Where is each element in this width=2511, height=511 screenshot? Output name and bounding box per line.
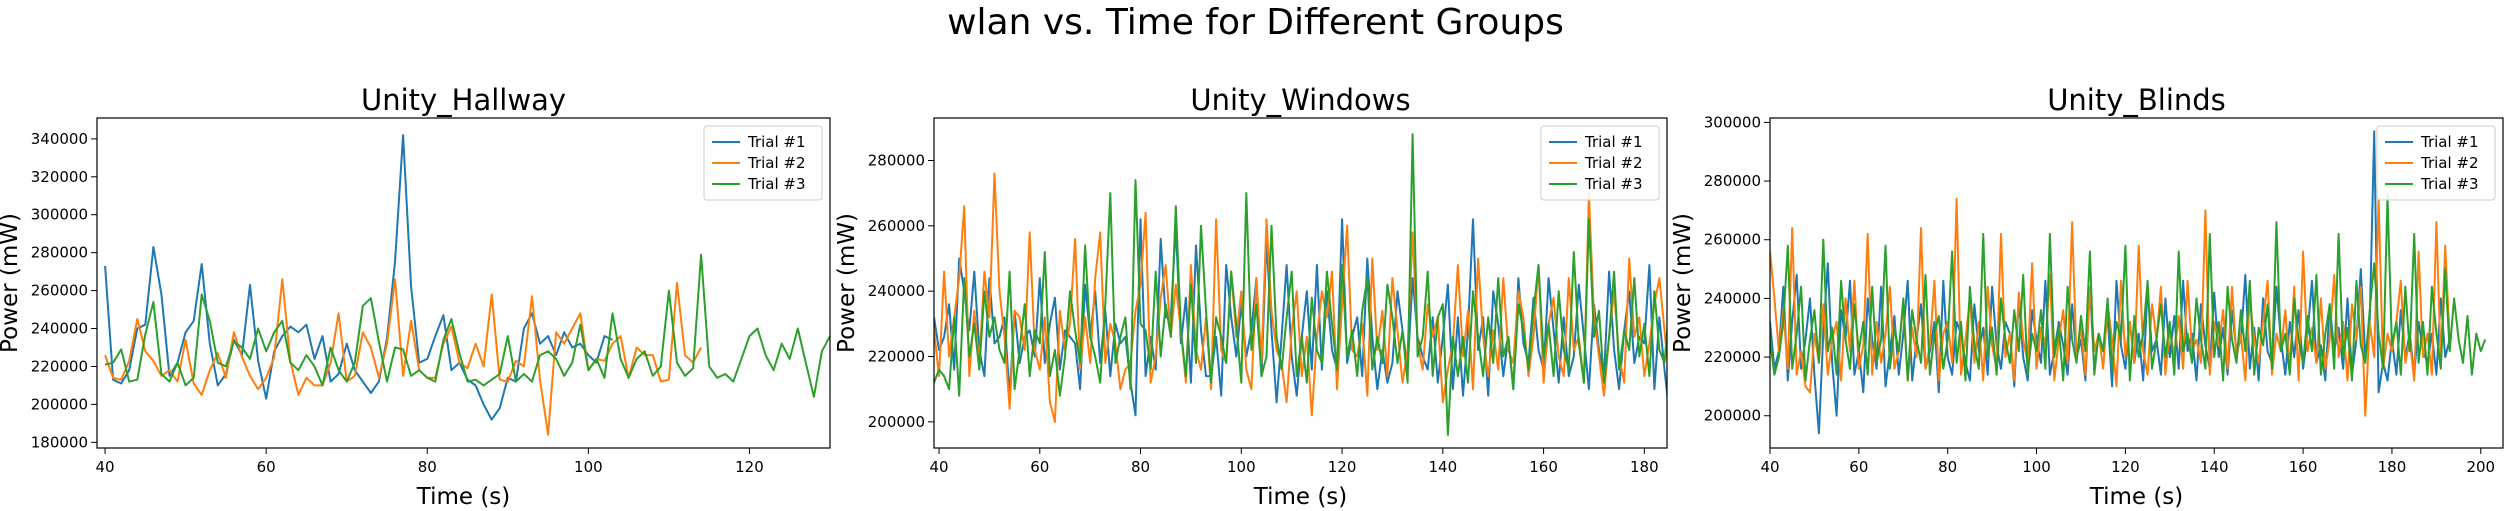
- y-tick-label: 200000: [31, 395, 88, 413]
- series-line-trial-3: [104, 253, 830, 398]
- y-tick-label: 200000: [1704, 407, 1761, 425]
- x-axis-label: Time (s): [416, 484, 511, 510]
- y-tick-label: 280000: [868, 151, 925, 169]
- y-tick-label: 260000: [868, 217, 925, 235]
- legend-label-trial-2: Trial #2: [2420, 154, 2479, 172]
- y-axis-label: Power (mW): [1670, 213, 1696, 353]
- y-tick-label: 300000: [1704, 113, 1761, 131]
- series-line-trial-3: [934, 133, 1667, 436]
- subplot-3: 40 60 80 100 120 140 160 180 200 200000 220000 2400…: [1670, 83, 2504, 510]
- legend-label-trial-1: Trial #1: [2420, 133, 2479, 151]
- x-tick-label: 180: [1630, 458, 1659, 476]
- x-tick-label: 60: [257, 458, 276, 476]
- y-tick-label: 320000: [31, 168, 88, 186]
- x-tick-label: 100: [574, 458, 603, 476]
- y-tick-label: 220000: [868, 348, 925, 366]
- series-line-trial-1: [104, 134, 613, 421]
- legend: Trial #1 Trial #2 Trial #3: [1540, 125, 1660, 201]
- legend-box: [1540, 125, 1660, 201]
- x-tick-label: 40: [1760, 458, 1779, 476]
- series-line-trial-2: [104, 278, 702, 436]
- legend: Trial #1 Trial #2 Trial #3: [703, 125, 823, 201]
- x-tick-label: 60: [1849, 458, 1868, 476]
- y-tick-label: 180000: [31, 433, 88, 451]
- x-tick-label: 100: [2022, 458, 2051, 476]
- y-tick-label: 280000: [1704, 172, 1761, 190]
- y-tick-label: 280000: [31, 244, 88, 262]
- legend-label-trial-1: Trial #1: [747, 133, 806, 151]
- x-tick-label: 200: [2466, 458, 2495, 476]
- legend-label-trial-1: Trial #1: [1584, 133, 1643, 151]
- subplot-2: 40 60 80 100 120 140 160 180 200000 220000 240000 2…: [834, 83, 1668, 510]
- legend-label-trial-2: Trial #2: [747, 154, 806, 172]
- x-tick-label: 40: [96, 458, 115, 476]
- y-tick-label: 200000: [868, 413, 925, 431]
- series-line-trial-1: [1770, 130, 2451, 435]
- y-tick-label: 220000: [31, 357, 88, 375]
- y-tick-label: 300000: [31, 206, 88, 224]
- x-tick-label: 100: [1227, 458, 1256, 476]
- axes-frame: [933, 117, 1668, 449]
- x-axis-label: Time (s): [2089, 484, 2184, 510]
- x-axis-label: Time (s): [1253, 484, 1348, 510]
- x-tick-label: 140: [1428, 458, 1457, 476]
- x-tick-label: 80: [418, 458, 437, 476]
- x-tick-label: 160: [2289, 458, 2318, 476]
- y-axis-label: Power (mW): [834, 213, 860, 353]
- subplot-title: Unity_Hallway: [361, 83, 566, 117]
- axes-frame: [1769, 117, 2504, 449]
- subplot-title: Unity_Blinds: [2047, 83, 2226, 117]
- x-tick-label: 80: [1938, 458, 1957, 476]
- legend-box: [2376, 125, 2496, 201]
- y-tick-label: 240000: [31, 320, 88, 338]
- y-axis-label: Power (mW): [0, 213, 23, 353]
- y-tick-label: 240000: [1704, 289, 1761, 307]
- legend-label-trial-3: Trial #3: [2420, 175, 2479, 193]
- x-tick-label: 120: [735, 458, 764, 476]
- legend-box: [703, 125, 823, 201]
- y-tick-label: 260000: [31, 282, 88, 300]
- x-tick-label: 60: [1030, 458, 1049, 476]
- y-tick-label: 220000: [1704, 348, 1761, 366]
- legend: Trial #1 Trial #2 Trial #3: [2376, 125, 2496, 201]
- x-tick-label: 160: [1529, 458, 1558, 476]
- x-tick-label: 140: [2200, 458, 2229, 476]
- subplot-title: Unity_Windows: [1190, 83, 1410, 117]
- y-tick-label: 240000: [868, 282, 925, 300]
- y-tick-label: 340000: [31, 130, 88, 148]
- legend-label-trial-2: Trial #2: [1584, 154, 1643, 172]
- x-tick-label: 40: [929, 458, 948, 476]
- legend-label-trial-3: Trial #3: [1584, 175, 1643, 193]
- legend-label-trial-3: Trial #3: [747, 175, 806, 193]
- axes-frame: [96, 117, 831, 449]
- series-line-trial-3: [1770, 194, 2487, 382]
- x-tick-label: 80: [1131, 458, 1150, 476]
- x-tick-label: 120: [2111, 458, 2140, 476]
- subplot-1: 40 60 80 100 120 180000 200000 220000 240000 2600…: [0, 83, 831, 510]
- series-line-trial-2: [934, 172, 1667, 423]
- figure-title: wlan vs. Time for Different Groups: [947, 2, 1564, 43]
- x-tick-label: 120: [1328, 458, 1357, 476]
- x-tick-label: 180: [2378, 458, 2407, 476]
- y-tick-label: 260000: [1704, 231, 1761, 249]
